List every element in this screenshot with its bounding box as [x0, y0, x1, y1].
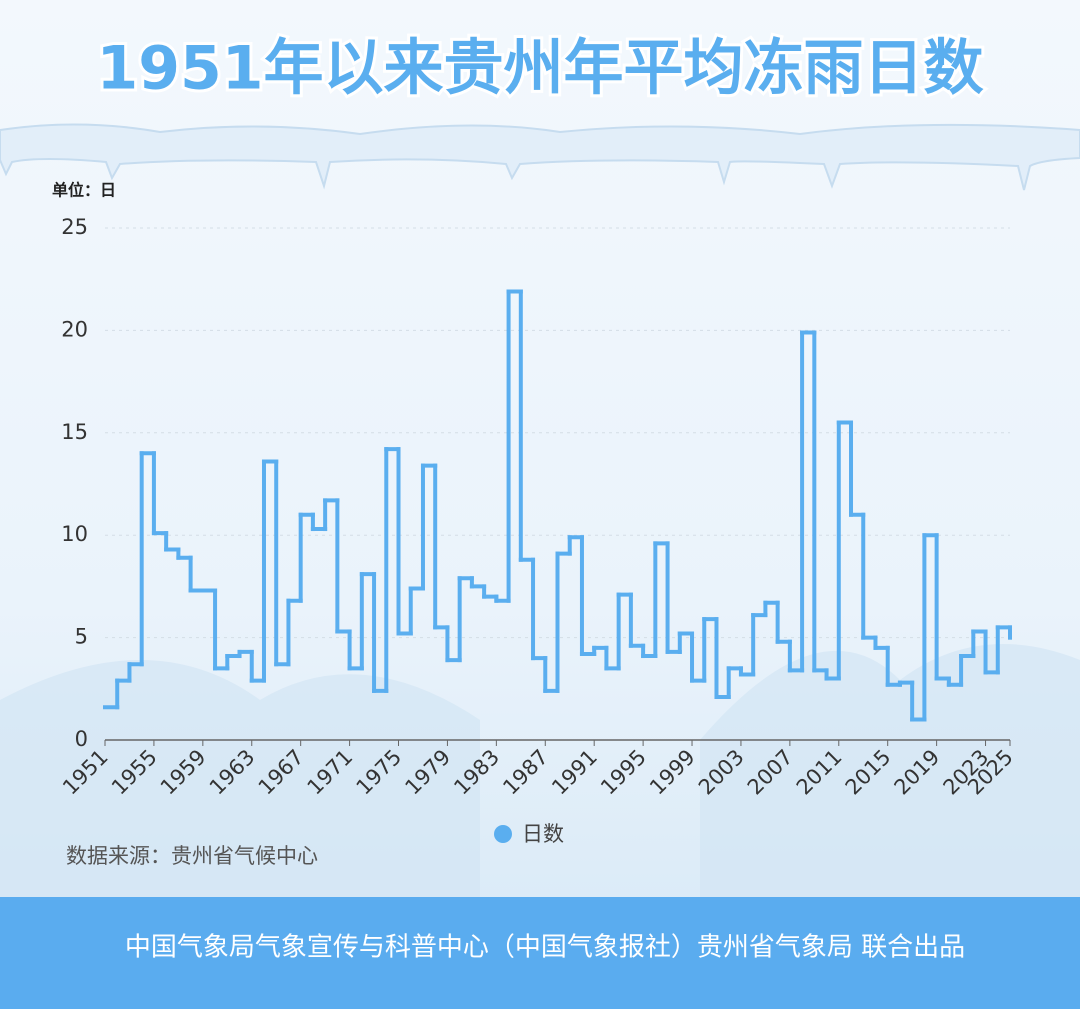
- y-tick-label: 10: [61, 522, 88, 546]
- y-tick-label: 20: [61, 317, 88, 341]
- legend-marker: [494, 825, 512, 843]
- mountains: [0, 644, 1080, 897]
- y-tick-label: 25: [61, 215, 88, 239]
- chart-title: 1951年以来贵州年平均冻雨日数: [97, 34, 984, 104]
- y-tick-label: 15: [61, 420, 88, 444]
- y-tick-label: 5: [75, 625, 88, 649]
- y-axis-label: 单位：日: [52, 181, 116, 200]
- footer-band: [0, 897, 1080, 1009]
- legend-label: 日数: [522, 822, 564, 846]
- icicles: [0, 123, 1080, 191]
- source: 数据来源：贵州省气候中心: [66, 844, 318, 868]
- footer: 中国气象局气象宣传与科普中心（中国气象报社）贵州省气象局 联合出品: [125, 933, 965, 963]
- y-tick-label: 0: [75, 727, 88, 751]
